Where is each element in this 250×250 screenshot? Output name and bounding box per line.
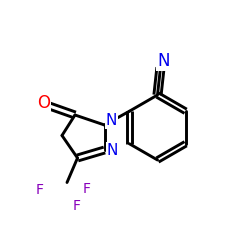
Text: N: N (157, 52, 170, 70)
Text: F: F (82, 182, 90, 196)
Text: N: N (106, 113, 117, 128)
Text: F: F (36, 184, 44, 198)
Text: N: N (107, 143, 118, 158)
Text: F: F (72, 199, 80, 213)
Text: O: O (37, 94, 50, 112)
